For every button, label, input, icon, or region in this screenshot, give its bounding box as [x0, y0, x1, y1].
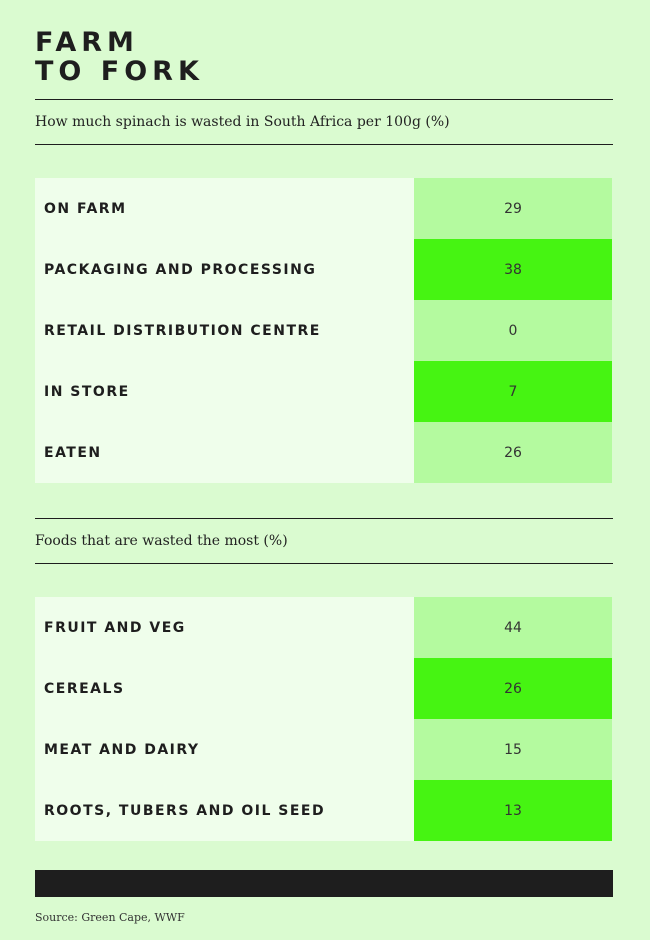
subtitle: How much spinach is wasted in South Afri… — [35, 114, 450, 130]
row-value: 15 — [414, 719, 612, 780]
row-value: 13 — [414, 780, 612, 841]
table-row: CEREALS 26 — [35, 658, 612, 719]
table-row: RETAIL DISTRIBUTION CENTRE 0 — [35, 300, 612, 361]
table-row: MEAT AND DAIRY 15 — [35, 719, 612, 780]
table: ON FARM 29 PACKAGING AND PROCESSING 38 RETAI… — [35, 178, 612, 483]
row-label: IN STORE — [35, 361, 414, 422]
title-line: FARM — [35, 27, 139, 58]
row-label: MEAT AND DAIRY — [35, 719, 414, 780]
table: FRUIT AND VEG 44 CEREALS 26 MEAT AND DAIRY 15… — [35, 597, 612, 841]
table-row: IN STORE 7 — [35, 361, 612, 422]
table-row: EATEN 26 — [35, 422, 612, 483]
row-value: 26 — [414, 658, 612, 719]
row-label: ON FARM — [35, 178, 414, 239]
row-label: FRUIT AND VEG — [35, 597, 414, 658]
row-value: 7 — [414, 361, 612, 422]
row-label: ROOTS, TUBERS AND OIL SEED — [35, 780, 414, 841]
row-value: 26 — [414, 422, 612, 483]
row-value: 38 — [414, 239, 612, 300]
table-row: FRUIT AND VEG 44 — [35, 597, 612, 658]
row-value: 29 — [414, 178, 612, 239]
title-line: TO FORK — [35, 56, 204, 87]
row-value: 0 — [414, 300, 612, 361]
title: FARM TO FORK — [35, 28, 204, 86]
row-label: RETAIL DISTRIBUTION CENTRE — [35, 300, 414, 361]
subtitle: Foods that are wasted the most (%) — [35, 533, 288, 549]
rule — [35, 144, 613, 145]
row-label: CEREALS — [35, 658, 414, 719]
row-value: 44 — [414, 597, 612, 658]
footer-bar — [35, 870, 613, 897]
table-row: PACKAGING AND PROCESSING 38 — [35, 239, 612, 300]
row-label: EATEN — [35, 422, 414, 483]
table-row: ROOTS, TUBERS AND OIL SEED 13 — [35, 780, 612, 841]
rule — [35, 563, 613, 564]
row-label: PACKAGING AND PROCESSING — [35, 239, 414, 300]
rule — [35, 99, 613, 100]
source: Source: Green Cape, WWF — [35, 911, 185, 924]
table-row: ON FARM 29 — [35, 178, 612, 239]
rule — [35, 518, 613, 519]
